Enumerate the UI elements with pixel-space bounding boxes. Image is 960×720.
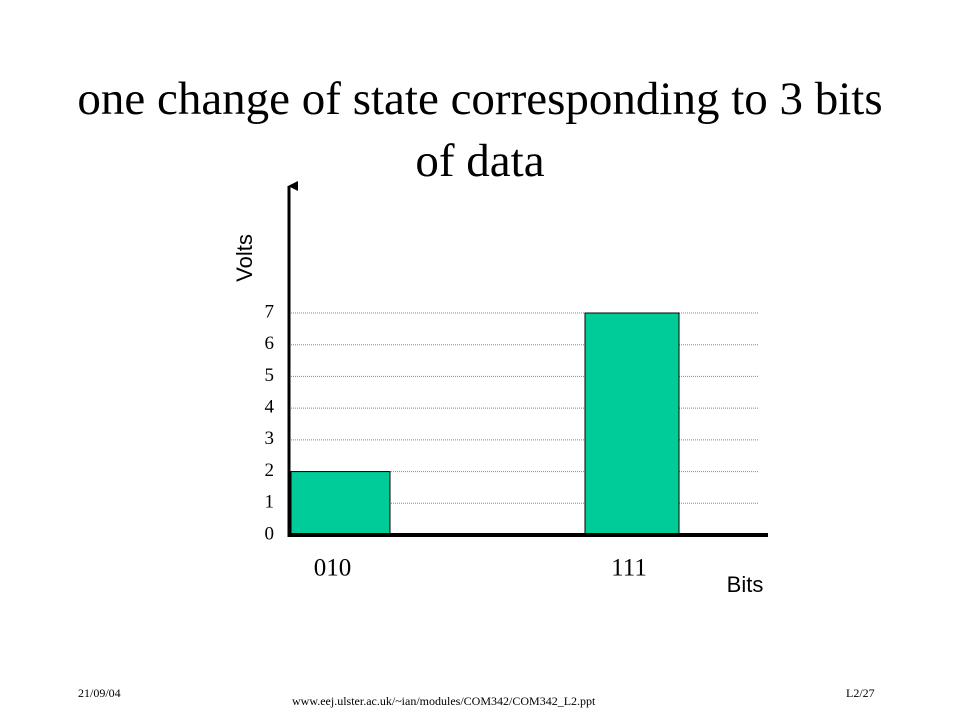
y-tick-label: 0 (265, 523, 275, 544)
footer-page: L2/27 (846, 686, 875, 700)
chart-title: one change of state corresponding to 3 b… (77, 73, 883, 187)
footer-url: www.eej.ulster.ac.uk/~ian/modules/COM342… (292, 694, 596, 708)
x-tick-label: 111 (611, 555, 647, 582)
y-tick-label: 3 (265, 428, 275, 449)
y-tick-label: 6 (265, 333, 275, 354)
x-axis-label: Bits (727, 572, 764, 597)
bar (584, 312, 680, 536)
footer-date: 21/09/04 (78, 686, 121, 700)
y-tick-label: 4 (265, 397, 275, 418)
y-tick-label: 2 (265, 460, 275, 481)
y-tick-label: 7 (265, 301, 275, 322)
bar (290, 471, 391, 536)
y-tick-label: 5 (265, 365, 275, 386)
y-axis-label: Volts (232, 234, 257, 282)
x-tick-label: 010 (314, 555, 352, 582)
y-tick-label: 1 (265, 492, 275, 513)
